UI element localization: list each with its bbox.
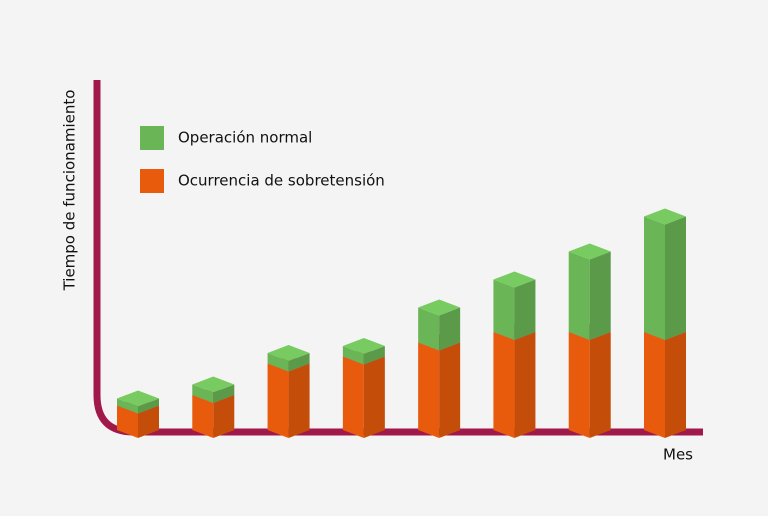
bar-side — [589, 251, 611, 340]
bar-side — [288, 363, 310, 438]
bar-side — [363, 346, 385, 365]
bar-front — [644, 216, 665, 340]
bar-side — [138, 405, 159, 438]
bar-front — [192, 395, 214, 438]
bar-top — [267, 345, 310, 361]
bar-front — [342, 356, 364, 438]
bar-front — [267, 363, 289, 438]
bar-front — [493, 279, 515, 340]
legend-swatch — [140, 126, 164, 150]
bar-segment — [568, 243, 611, 340]
bar-front — [117, 405, 138, 438]
x-axis-label: Mes — [663, 446, 693, 464]
bar-segment — [568, 324, 611, 438]
bar-side — [213, 384, 235, 403]
legend-label: Ocurrencia de sobretensión — [178, 172, 385, 190]
bar-front — [418, 307, 440, 351]
bar-front — [568, 251, 590, 340]
bar-side — [514, 279, 536, 340]
bar-segment — [644, 208, 686, 340]
bar-front — [568, 332, 590, 438]
bar-side — [514, 332, 536, 438]
legend-label: Operación normal — [178, 129, 312, 147]
bar-side — [665, 216, 686, 340]
bar-segment — [342, 338, 385, 365]
bar-side — [589, 332, 611, 438]
bar-segment — [644, 324, 686, 438]
bar-side — [665, 332, 686, 438]
bar-top — [192, 376, 235, 393]
bar-segment — [117, 390, 159, 414]
bar-top — [117, 390, 159, 407]
bar-front — [418, 342, 440, 438]
bar-top — [644, 208, 686, 225]
bar-front — [493, 332, 515, 438]
bar-side — [439, 342, 461, 438]
bar-segment — [493, 271, 536, 340]
bar-front — [192, 384, 214, 403]
bar-top — [342, 338, 385, 354]
bar-segment — [493, 324, 536, 438]
bar-top — [568, 243, 611, 260]
bar-top — [418, 299, 461, 316]
bar-front — [117, 398, 138, 414]
bar-top — [493, 271, 536, 288]
bar-front — [267, 353, 289, 372]
bar-side — [439, 307, 461, 351]
bar-front — [342, 346, 364, 365]
y-axis-label: Tiempo de funcionamiento — [61, 90, 79, 292]
bar-segment — [192, 376, 235, 403]
bar-side — [213, 395, 235, 438]
bar-segment — [267, 345, 310, 372]
bar-side — [138, 398, 159, 414]
bar-side — [288, 353, 310, 372]
legend-swatch — [140, 169, 164, 193]
bar-front — [644, 332, 665, 438]
bar-side — [363, 356, 385, 438]
bar-segment — [418, 299, 461, 351]
